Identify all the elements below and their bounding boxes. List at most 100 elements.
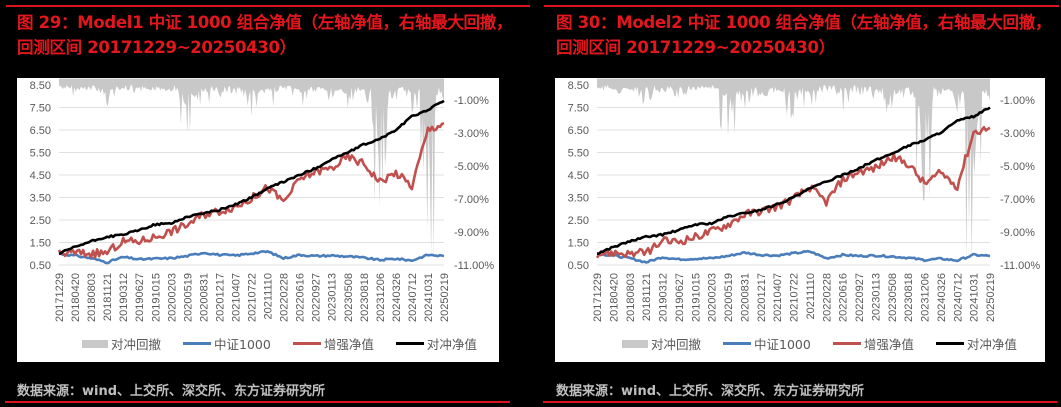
series-line-2	[596, 106, 991, 255]
x-axis-tick: 20180420	[608, 273, 620, 322]
x-axis-tick: 20220616	[295, 273, 307, 322]
x-axis-tick: 20171229	[592, 273, 604, 322]
legend-label: 中证1000	[754, 337, 811, 352]
left-axis-tick: 0.50	[30, 260, 51, 272]
legend-label: 中证1000	[214, 337, 271, 352]
chart-svg: 0.50 1.50 2.50 3.50 4.50 5.50 6.50 7.50 8.50 -11.…	[568, 78, 1040, 322]
x-axis-tick: 20240712	[952, 273, 964, 322]
x-axis-tick: 20210722	[789, 273, 801, 322]
x-axis-tick: 20180803	[86, 273, 98, 322]
left-axis-tick: 3.50	[30, 193, 51, 205]
series-line-0	[596, 249, 991, 264]
left-axis-tick: 3.50	[568, 193, 589, 205]
x-axis-tick: 20211110	[805, 273, 817, 320]
x-axis-tick: 20200203	[707, 273, 719, 322]
x-axis-tick: 20250219	[439, 273, 451, 322]
data-source: 数据来源：wind、上交所、深交所、东方证券研究所	[556, 384, 865, 399]
left-axis-tick: 2.50	[568, 215, 589, 227]
x-axis-tick: 20201217	[214, 273, 226, 322]
right-axis-tick: -7.00%	[454, 194, 489, 206]
legend-item: 对冲净值	[935, 334, 1017, 353]
left-axis-tick: 7.50	[568, 103, 589, 115]
right-axis-tick: -11.00%	[1000, 260, 1040, 272]
left-axis-tick: 4.50	[30, 170, 51, 182]
x-axis-tick: 20200519	[182, 273, 194, 322]
x-axis-tick: 20190627	[674, 273, 686, 322]
x-axis-tick: 20230818	[359, 273, 371, 322]
right-axis-tick: -9.00%	[454, 227, 489, 239]
right-axis-tick: -3.00%	[1000, 128, 1035, 140]
x-axis-tick: 20210407	[230, 273, 242, 322]
left-axis-tick: 5.50	[30, 148, 51, 160]
legend-label: 对冲回撤	[651, 337, 702, 352]
right-axis-tick: -3.00%	[454, 128, 489, 140]
left-axis-tick: 7.50	[30, 103, 51, 115]
drawdown-area	[59, 78, 444, 261]
x-axis-tick: 20230508	[343, 273, 355, 322]
left-axis-tick: 6.50	[568, 125, 589, 137]
x-axis-tick: 20220228	[279, 273, 291, 322]
chart-legend: 对冲回撤 中证1000 增强净值 对冲净值	[622, 334, 1017, 353]
x-axis-tick: 20220927	[311, 273, 323, 322]
legend-line-swatch-icon	[292, 342, 321, 345]
x-axis-tick: 20241031	[423, 273, 435, 322]
x-axis-tick: 20230113	[327, 273, 339, 321]
legend-label: 对冲回撤	[111, 337, 162, 352]
right-axis-tick: -7.00%	[1000, 194, 1035, 206]
x-axis-tick: 20220616	[838, 273, 850, 322]
series-line-1	[57, 122, 445, 259]
right-axis-tick: -1.00%	[454, 95, 489, 107]
legend-item: 中证1000	[723, 334, 811, 353]
x-axis-tick: 20230508	[887, 273, 899, 322]
x-axis-tick: 20211110	[263, 273, 275, 320]
figure-30: 图 30：Model2 中证 1000 组合净值（左轴净值，右轴最大回撤，回测区…	[540, 0, 1061, 407]
x-axis-tick: 20220927	[854, 273, 866, 322]
right-axis-tick: -5.00%	[454, 161, 489, 173]
bottom-rule	[543, 401, 1057, 403]
x-axis-tick: 20200831	[198, 273, 210, 322]
left-axis-tick: 8.50	[568, 80, 589, 92]
top-rule	[544, 5, 1059, 7]
x-axis-tick: 20181121	[641, 273, 653, 321]
legend-label: 增强净值	[323, 337, 374, 352]
legend-line-swatch-icon	[723, 342, 752, 345]
left-axis-tick: 6.50	[30, 125, 51, 137]
legend-item: 对冲回撤	[622, 334, 701, 353]
drawdown-area	[597, 78, 990, 265]
x-axis-tick: 20180420	[70, 273, 82, 322]
x-axis-tick: 20241031	[969, 273, 981, 322]
x-axis-tick: 20190312	[118, 273, 130, 322]
left-axis-tick: 5.50	[568, 148, 589, 160]
left-axis-tick: 1.50	[568, 238, 589, 250]
figure-29: 图 29：Model1 中证 1000 组合净值（左轴净值，右轴最大回撤，回测区…	[0, 0, 530, 407]
x-axis-tick: 20220228	[821, 273, 833, 322]
chart-panel: 0.50 1.50 2.50 3.50 4.50 5.50 6.50 7.50 8.50 -11.…	[17, 78, 499, 362]
legend-item: 增强净值	[832, 334, 914, 353]
x-axis-tick: 20230818	[903, 273, 915, 322]
figure-title: 图 29：Model1 中证 1000 组合净值（左轴净值，右轴最大回撤，回测区…	[17, 13, 513, 57]
legend-item: 对冲回撤	[82, 334, 161, 353]
x-axis-tick: 20200519	[723, 273, 735, 322]
x-axis-tick: 20230113	[870, 273, 882, 321]
legend-line-swatch-icon	[935, 342, 964, 345]
right-axis-tick: -11.00%	[454, 260, 494, 272]
left-axis-tick: 0.50	[568, 260, 589, 272]
x-axis-tick: 20191015	[150, 273, 162, 322]
x-axis-tick: 20231206	[920, 273, 932, 322]
chart-panel: 0.50 1.50 2.50 3.50 4.50 5.50 6.50 7.50 8.50 -11.…	[555, 78, 1045, 362]
x-axis-tick: 20210722	[247, 273, 259, 322]
x-axis-tick: 20240326	[936, 273, 948, 322]
x-axis-tick: 20231206	[375, 273, 387, 322]
legend-item: 增强净值	[292, 334, 374, 353]
x-axis-tick: 20200203	[166, 273, 178, 322]
series-line-1	[595, 125, 991, 259]
legend-area-swatch-icon	[82, 339, 108, 348]
left-axis-tick: 2.50	[30, 215, 51, 227]
x-axis-tick: 20201217	[756, 273, 768, 322]
x-axis-tick: 20240712	[407, 273, 419, 322]
x-axis-tick: 20171229	[54, 273, 66, 322]
x-axis-tick: 20180803	[625, 273, 637, 322]
legend-label: 增强净值	[863, 337, 914, 352]
series-line-2	[58, 99, 445, 256]
legend-area-swatch-icon	[622, 339, 648, 348]
